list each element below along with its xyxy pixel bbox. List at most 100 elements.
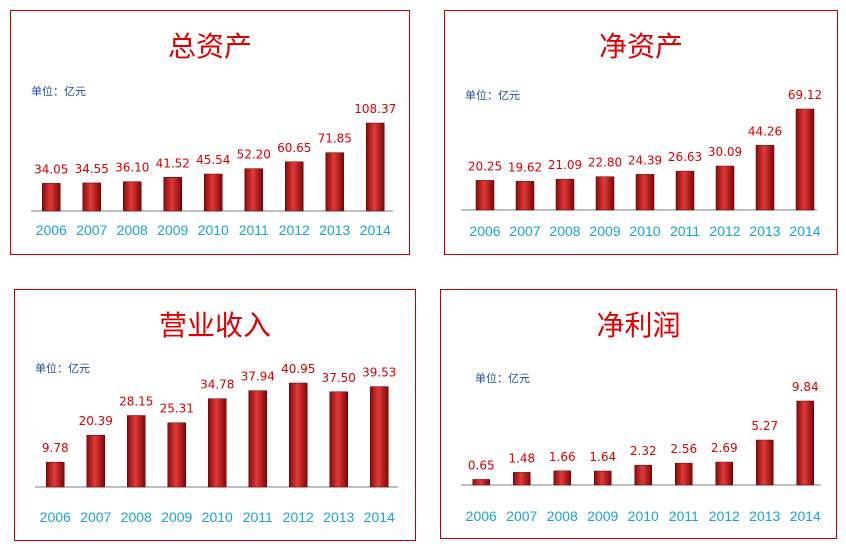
x-tick-label: 2013: [749, 508, 780, 524]
bar-2008: [553, 470, 571, 486]
bar-2013: [756, 439, 774, 486]
chart-title: 营业收入: [158, 309, 271, 342]
bar-2013: [325, 152, 344, 212]
data-label: 36.10: [115, 161, 149, 175]
unit-label: 单位：亿元: [31, 85, 86, 98]
chart-title: 净利润: [596, 309, 681, 342]
x-tick-label: 2014: [364, 509, 395, 525]
data-label: 21.09: [548, 158, 582, 172]
bar-2014: [370, 386, 389, 488]
chart-title: 净资产: [598, 30, 683, 63]
data-label: 22.80: [588, 156, 622, 170]
data-label: 37.50: [322, 371, 356, 385]
data-label: 39.53: [362, 366, 396, 380]
bar-2012: [289, 382, 308, 488]
x-tick-label: 2009: [161, 509, 192, 525]
data-label: 45.54: [196, 153, 230, 167]
bar-2013: [755, 145, 775, 211]
x-tick-label: 2006: [466, 508, 497, 524]
x-tick-label: 2013: [749, 223, 780, 239]
bar-plot: 20.25 2006 19.62 2007 21.09 2008 22.80 2009 24.3…: [461, 88, 822, 239]
bar-plot: 34.05 2006 34.55 2007 36.10 2008 41.52 2009 45.5…: [31, 102, 396, 238]
x-tick-label: 2009: [157, 222, 188, 238]
x-tick-label: 2010: [202, 509, 233, 525]
data-label: 1.64: [589, 450, 616, 464]
data-label: 1.66: [549, 450, 576, 464]
x-tick-label: 2007: [506, 508, 537, 524]
bar-2009: [594, 470, 612, 486]
x-tick-label: 2013: [319, 222, 350, 238]
bar-2006: [472, 479, 490, 486]
x-tick-label: 2012: [709, 223, 740, 239]
data-label: 19.62: [508, 160, 542, 174]
data-label: 37.94: [241, 370, 275, 384]
bar-2007: [513, 472, 531, 486]
bar-plot: 9.78 2006 20.39 2007 28.15 2008 25.31 2009 34.78…: [35, 362, 398, 525]
x-tick-label: 2010: [629, 223, 660, 239]
data-label: 26.63: [668, 150, 702, 164]
data-label: 5.27: [751, 419, 778, 433]
data-label: 0.65: [468, 458, 495, 472]
bar-2006: [46, 461, 65, 488]
bar-2011: [244, 168, 263, 212]
x-tick-label: 2006: [40, 509, 71, 525]
bar-2014: [795, 108, 815, 211]
bar-2012: [715, 165, 735, 211]
chart-title: 总资产: [167, 30, 252, 63]
x-tick-label: 2014: [360, 222, 391, 238]
bar-2014: [366, 122, 385, 212]
bar-2011: [248, 390, 267, 488]
data-label: 52.20: [237, 148, 271, 162]
data-label: 24.39: [628, 153, 662, 167]
bar-2007: [515, 181, 535, 211]
data-label: 2.69: [711, 441, 738, 455]
bar-2007: [82, 182, 101, 212]
bar-2012: [715, 461, 733, 486]
x-tick-label: 2012: [283, 509, 314, 525]
data-label: 20.25: [468, 159, 502, 173]
x-tick-label: 2007: [76, 222, 107, 238]
x-tick-label: 2008: [121, 509, 152, 525]
bar-2010: [634, 464, 652, 486]
x-tick-label: 2010: [198, 222, 229, 238]
bar-2011: [675, 462, 693, 486]
data-label: 1.48: [508, 451, 535, 465]
x-tick-label: 2014: [790, 508, 821, 524]
x-tick-label: 2007: [80, 509, 111, 525]
x-tick-label: 2009: [589, 223, 620, 239]
x-tick-label: 2012: [709, 508, 740, 524]
x-tick-label: 2008: [117, 222, 148, 238]
x-tick-label: 2012: [279, 222, 310, 238]
total-assets-chart: 总资产 单位：亿元 34.05 2006 34.55 2007 36.10 2008 41.…: [10, 10, 410, 255]
bar-2008: [127, 415, 146, 488]
x-tick-label: 2011: [670, 223, 700, 239]
data-label: 34.55: [75, 162, 109, 176]
x-tick-label: 2010: [628, 508, 659, 524]
bar-2009: [167, 422, 186, 488]
data-label: 34.78: [200, 378, 234, 392]
x-tick-label: 2006: [469, 223, 500, 239]
data-label: 9.78: [42, 441, 69, 455]
data-label: 71.85: [318, 132, 352, 146]
x-tick-label: 2006: [36, 222, 67, 238]
bar-2009: [163, 177, 182, 212]
data-label: 108.37: [354, 102, 396, 116]
x-tick-label: 2007: [509, 223, 540, 239]
bar-2011: [675, 170, 695, 211]
bar-2010: [204, 173, 223, 212]
data-label: 69.12: [788, 88, 822, 102]
net-profit-chart: 净利润 单位：亿元 0.65 2006 1.48 2007 1.66 2008 1.64 20…: [440, 289, 837, 539]
x-tick-label: 2009: [587, 508, 618, 524]
bar-2006: [42, 183, 61, 212]
data-label: 60.65: [277, 141, 311, 155]
bar-2013: [329, 391, 348, 488]
bar-2010: [208, 398, 227, 488]
data-label: 41.52: [156, 156, 190, 170]
data-label: 34.05: [34, 162, 68, 176]
unit-label: 单位：亿元: [465, 89, 520, 102]
x-tick-label: 2014: [789, 223, 820, 239]
data-label: 28.15: [119, 395, 153, 409]
bar-2008: [555, 178, 575, 211]
data-label: 9.84: [792, 380, 819, 394]
x-tick-label: 2011: [243, 509, 273, 525]
